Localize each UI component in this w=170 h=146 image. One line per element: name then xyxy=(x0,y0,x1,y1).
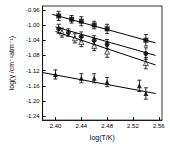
svg-text:-1.20: -1.20 xyxy=(26,98,40,104)
svg-text:log(γ /cm⁻¹atm⁻¹): log(γ /cm⁻¹atm⁻¹) xyxy=(8,36,16,90)
svg-text:2.52: 2.52 xyxy=(127,123,139,129)
svg-text:-1.12: -1.12 xyxy=(26,68,40,74)
svg-text:-1.00: -1.00 xyxy=(26,22,40,28)
svg-text:log(T/K): log(T/K) xyxy=(90,134,115,142)
svg-text:2.48: 2.48 xyxy=(101,123,113,129)
svg-text:2.40: 2.40 xyxy=(50,123,62,129)
svg-text:2.44: 2.44 xyxy=(75,123,87,129)
svg-text:-1.24: -1.24 xyxy=(26,113,40,119)
svg-text:-1.08: -1.08 xyxy=(26,52,40,58)
svg-text:-0.96: -0.96 xyxy=(26,7,40,13)
svg-text:2.56: 2.56 xyxy=(153,123,165,129)
svg-text:-1.04: -1.04 xyxy=(26,37,40,43)
svg-text:-1.16: -1.16 xyxy=(26,83,40,89)
